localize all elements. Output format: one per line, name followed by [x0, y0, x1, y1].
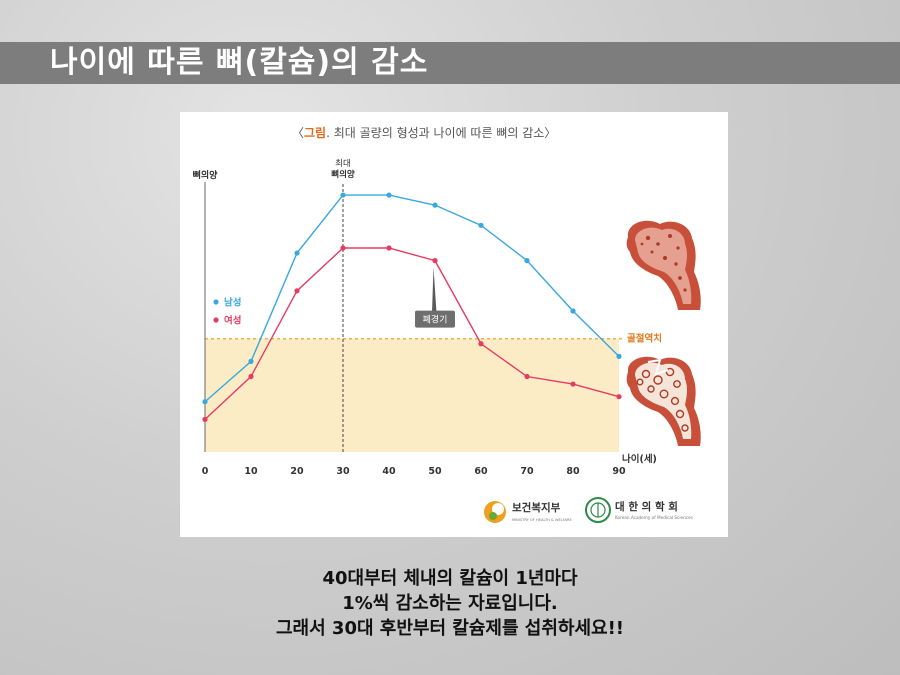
- x-tick-label: 30: [336, 466, 350, 477]
- ministry-name: 보건복지부: [512, 501, 561, 514]
- series-1-point: [616, 394, 622, 400]
- fracture-threshold-label: 골절역치: [627, 333, 662, 345]
- academy-name: 대 한 의 학 회: [615, 500, 678, 513]
- peak-label-line1: 최대: [335, 158, 351, 169]
- series-0-point: [386, 192, 392, 198]
- x-tick-label: 70: [520, 466, 534, 477]
- x-tick-label: 90: [612, 466, 626, 477]
- caption-line-3: 그래서 30대 후반부터 칼슘제를 섭취하세요!!: [275, 618, 625, 639]
- series-1-point: [294, 288, 300, 294]
- fracture-threshold-area: [205, 338, 619, 452]
- series-0-point: [616, 353, 622, 359]
- legend-marker-male: [213, 299, 219, 305]
- title-bar: 나이에 따른 뼈(칼슘)의 감소: [0, 42, 900, 84]
- ministry-subtitle: MINISTRY OF HEALTH & WELFARE: [512, 518, 572, 522]
- legend-label-male: 남성: [224, 297, 241, 309]
- series-0-point: [202, 399, 208, 405]
- bone-loss-figure: 골절역치 〈그림. 최대 골량의 형성과 나이에 따른 뼈의 감소〉 뼈의양 최…: [180, 112, 728, 537]
- x-tick-label: 10: [244, 466, 258, 477]
- caption-line-1: 40대부터 체내의 칼슘이 1년마다: [322, 568, 578, 589]
- legend-label-female: 여성: [224, 315, 241, 327]
- series-1-point: [248, 373, 254, 380]
- healthy-bone-illustration: [626, 220, 701, 310]
- series-0-point: [340, 192, 346, 198]
- x-tick-label: 20: [290, 466, 304, 477]
- caption-line-2: 1%씩 감소하는 자료입니다.: [342, 593, 558, 614]
- peak-label-line2: 뼈의양: [331, 169, 355, 180]
- series-1-point: [478, 341, 484, 347]
- academy-logo: 대 한 의 학 회 Korean Academy of Medical Scie…: [585, 497, 693, 523]
- y-axis-label: 뼈의양: [193, 169, 219, 181]
- x-tick-label: 0: [202, 466, 209, 477]
- x-tick-label: 80: [566, 466, 580, 477]
- ministry-logo: 보건복지부 MINISTRY OF HEALTH & WELFARE: [484, 501, 572, 523]
- x-tick-label: 60: [474, 466, 488, 477]
- series-1-point: [340, 245, 346, 251]
- bone-mass-chart: 골절역치 〈그림. 최대 골량의 형성과 나이에 따른 뼈의 감소〉 뼈의양 최…: [193, 126, 701, 523]
- series-0-point: [294, 250, 300, 256]
- series-1-point: [432, 258, 438, 264]
- menopause-label: 폐경기: [423, 314, 448, 326]
- series-0-point: [570, 308, 576, 314]
- academy-subtitle: Korean Academy of Medical Sciences: [615, 515, 693, 520]
- series-0-point: [432, 202, 438, 208]
- series-0-point: [478, 222, 484, 228]
- series-1-point: [386, 245, 392, 251]
- menopause-callout: 폐경기: [415, 267, 455, 328]
- series-0-point: [524, 258, 530, 264]
- figure-caption: 〈그림. 최대 골량의 형성과 나이에 따른 뼈의 감소〉: [292, 126, 556, 140]
- series-1-point: [570, 381, 576, 387]
- series-1-point: [202, 416, 208, 422]
- series-line-0: [204, 194, 620, 403]
- x-tick-label: 50: [428, 466, 442, 477]
- x-axis-label: 나이(세): [622, 453, 657, 465]
- series-0-point: [248, 358, 254, 364]
- x-tick-label: 40: [382, 466, 396, 477]
- slide-caption: 40대부터 체내의 칼슘이 1년마다 1%씩 감소하는 자료입니다. 그래서 3…: [0, 566, 900, 641]
- series-1-point: [524, 373, 530, 380]
- osteoporotic-bone-illustration: [626, 356, 701, 446]
- slide-title: 나이에 따른 뼈(칼슘)의 감소: [50, 45, 429, 80]
- menopause-box: [415, 310, 455, 328]
- series-line-1: [204, 247, 620, 420]
- menopause-pointer: [432, 267, 437, 313]
- legend-marker-female: [213, 317, 219, 323]
